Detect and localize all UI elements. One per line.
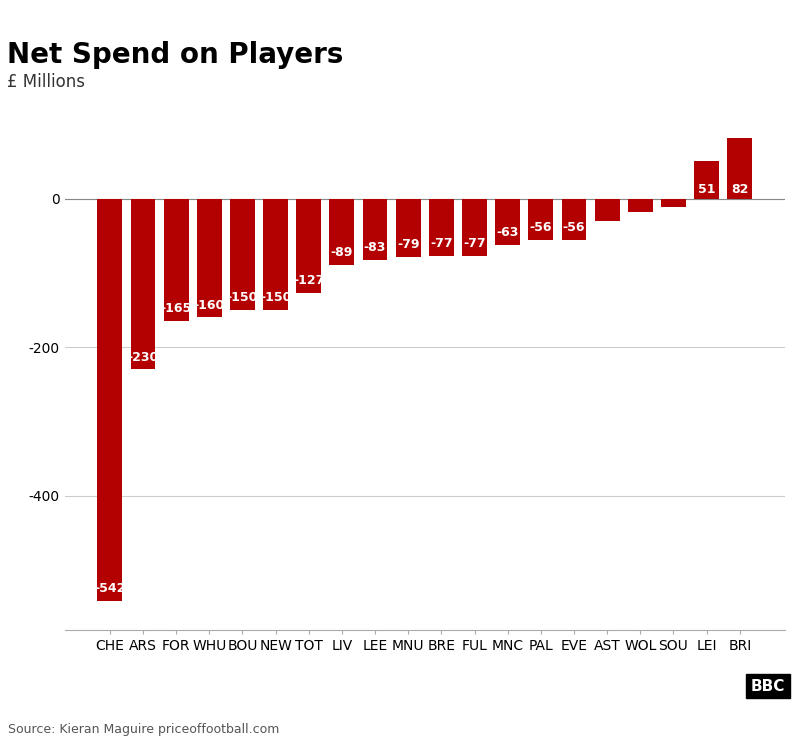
Text: -542: -542 (94, 583, 126, 595)
Text: -127: -127 (293, 274, 325, 287)
Bar (529, 198, 554, 240)
Bar (396, 198, 421, 257)
Bar (197, 198, 222, 317)
Bar (330, 198, 354, 265)
Text: -56: -56 (562, 221, 586, 234)
Bar (429, 198, 454, 256)
Bar (495, 198, 520, 245)
Text: -89: -89 (330, 246, 353, 259)
Text: -160: -160 (194, 299, 225, 311)
Text: £ Millions: £ Millions (7, 73, 85, 91)
Text: -150: -150 (260, 291, 291, 304)
Text: BBC: BBC (750, 679, 785, 694)
Bar (628, 198, 653, 212)
Bar (164, 198, 189, 321)
Text: -230: -230 (127, 351, 158, 363)
Bar (263, 198, 288, 310)
Text: -56: -56 (530, 221, 552, 234)
Text: -165: -165 (161, 302, 192, 315)
Bar (130, 198, 155, 369)
Text: -150: -150 (226, 291, 258, 304)
Text: -63: -63 (497, 227, 519, 239)
Text: -77: -77 (430, 237, 453, 250)
Bar (727, 137, 752, 198)
Text: Net Spend on Players: Net Spend on Players (7, 41, 343, 69)
Bar (462, 198, 487, 256)
Bar (362, 198, 387, 260)
Text: Source: Kieran Maguire priceoffootball.com: Source: Kieran Maguire priceoffootball.c… (8, 723, 279, 736)
Text: -79: -79 (397, 239, 419, 251)
Bar (296, 198, 321, 293)
Text: 51: 51 (698, 183, 715, 195)
Bar (694, 160, 719, 198)
Text: -83: -83 (364, 241, 386, 254)
Text: -77: -77 (463, 237, 486, 250)
Bar (230, 198, 255, 310)
Bar (594, 198, 620, 221)
Bar (562, 198, 586, 240)
Bar (98, 198, 122, 601)
Bar (661, 198, 686, 207)
Text: 82: 82 (731, 183, 749, 195)
